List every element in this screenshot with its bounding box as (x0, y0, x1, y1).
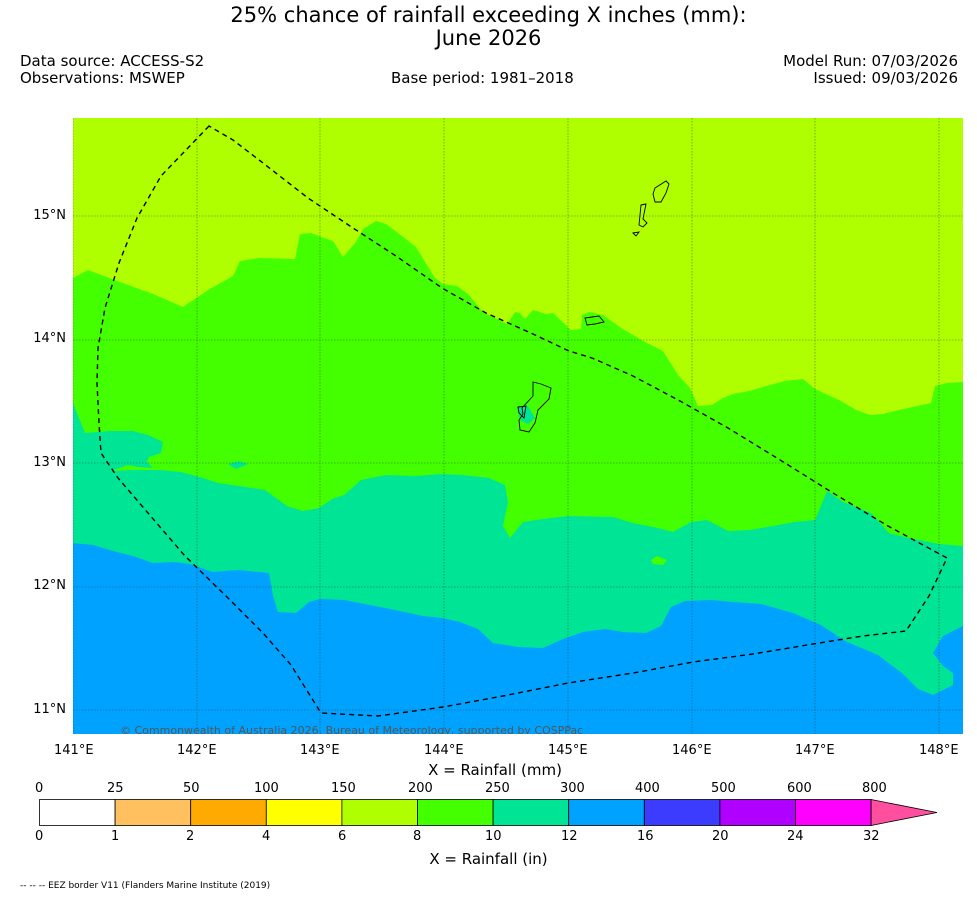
colorbar (39, 799, 939, 826)
lat-label-15n: 15°N (33, 208, 66, 223)
graticule (73, 118, 963, 734)
map-canvas (73, 118, 963, 734)
cb-in-tick: 2 (186, 829, 195, 844)
lon-label-148e: 148°E (919, 743, 959, 758)
lat-label-12n: 12°N (33, 578, 66, 593)
cb-in-tick: 20 (712, 829, 729, 844)
guam-island (518, 381, 552, 433)
data-source: Data source: ACCESS-S2 (20, 52, 205, 70)
lon-label-144e: 144°E (424, 743, 464, 758)
xlabel-mm: X = Rainfall (mm) (428, 761, 562, 779)
cb-in-tick: 4 (262, 829, 271, 844)
lon-label-142e: 142°E (177, 743, 217, 758)
rainfall-map: © Commonwealth of Australia 2026, Bureau… (73, 118, 963, 734)
model-run: Model Run: 07/03/2026 (783, 52, 958, 70)
cb-in-tick: 6 (338, 829, 347, 844)
colorbar-bin-25-50 (114, 799, 192, 826)
cb-mm-tick: 0 (35, 781, 44, 796)
cb-in-tick: 10 (485, 829, 502, 844)
cb-mm-tick: 800 (862, 781, 887, 796)
cb-mm-tick: 150 (331, 781, 356, 796)
cb-mm-tick: 50 (183, 781, 200, 796)
cb-mm-tick: 25 (107, 781, 124, 796)
colorbar-bin-500-600 (719, 799, 796, 826)
cb-mm-tick: 500 (711, 781, 736, 796)
cb-in-tick: 1 (111, 829, 120, 844)
cb-in-tick: 24 (787, 829, 804, 844)
colorbar-bin-150-200 (341, 799, 418, 826)
colorbar-extend-arrow (870, 799, 938, 826)
colorbar-bin-300-400 (568, 799, 645, 826)
teal-patch-guam (517, 406, 535, 424)
cb-mm-tick: 100 (254, 781, 279, 796)
xlabel-in: X = Rainfall (in) (429, 850, 548, 868)
issued-date: Issued: 09/03/2026 (813, 69, 958, 87)
lat-label-14n: 14°N (33, 331, 66, 346)
eez-legend-note: -- -- -- EEZ border V11 (Flanders Marine… (20, 881, 271, 891)
colorbar-bin-600-800 (795, 799, 872, 826)
map-title: 25% chance of rainfall exceeding X inche… (230, 3, 747, 27)
cb-in-tick: 12 (561, 829, 578, 844)
cb-in-tick: 0 (35, 829, 44, 844)
cb-mm-tick: 600 (787, 781, 812, 796)
lon-label-143e: 143°E (300, 743, 340, 758)
map-subtitle: June 2026 (435, 26, 542, 50)
lat-label-13n: 13°N (33, 455, 66, 470)
eez-border (96, 125, 948, 717)
observations: Observations: MSWEP (20, 69, 185, 87)
colorbar-bin-250-300 (492, 799, 570, 826)
colorbar-bin-100-150 (265, 799, 343, 826)
cb-in-tick: 32 (863, 829, 880, 844)
band-300-400 (73, 543, 963, 734)
colorbar-bin-400-500 (643, 799, 721, 826)
cb-mm-tick: 200 (408, 781, 433, 796)
cb-in-tick: 8 (413, 829, 422, 844)
colorbar-bin-0-25 (39, 799, 116, 826)
saipan-island (652, 180, 670, 203)
lon-label-147e: 147°E (795, 743, 835, 758)
cb-mm-tick: 300 (560, 781, 585, 796)
lon-label-145e: 145°E (548, 743, 588, 758)
lon-label-146e: 146°E (672, 743, 712, 758)
lat-label-11n: 11°N (33, 702, 66, 717)
lon-label-141e: 141°E (54, 743, 94, 758)
cb-mm-tick: 400 (635, 781, 660, 796)
colorbar-bin-200-250 (417, 799, 494, 826)
copyright-watermark: © Commonwealth of Australia 2026, Bureau… (120, 724, 584, 734)
colorbar-canvas (39, 799, 938, 826)
green-patch (651, 556, 667, 565)
rota-island (584, 315, 605, 326)
island-outlines (517, 180, 670, 433)
cb-in-tick: 16 (637, 829, 654, 844)
cb-mm-tick: 250 (485, 781, 510, 796)
colorbar-bin-50-100 (190, 799, 267, 826)
base-period: Base period: 1981–2018 (391, 69, 574, 87)
tinian-island (638, 203, 648, 228)
